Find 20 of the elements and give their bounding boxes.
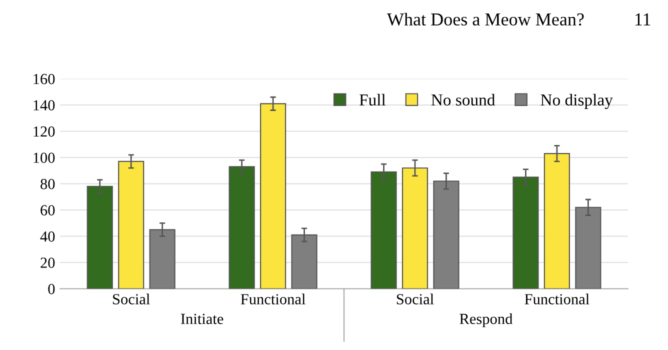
y-tick-label: 40 bbox=[40, 231, 55, 242]
text: Respond bbox=[460, 313, 513, 328]
text: 11 bbox=[636, 13, 650, 26]
y-tick-label: 0 bbox=[48, 284, 55, 294]
x-tick-label: Functional bbox=[524, 294, 590, 304]
y-tick-label: 80 bbox=[40, 178, 55, 190]
y-tick-label: 140 bbox=[34, 100, 55, 110]
text: What Does a Meow Mean? bbox=[386, 12, 584, 26]
x-tick-label: Social bbox=[396, 294, 434, 304]
legend-label: No display bbox=[540, 94, 613, 110]
x-tick-label: Functional bbox=[240, 294, 306, 304]
y-tick-label: 100 bbox=[34, 152, 55, 163]
y-tick-label: 160 bbox=[34, 74, 55, 84]
y-tick-label: 120 bbox=[34, 126, 55, 137]
text: Initiate bbox=[180, 314, 224, 324]
y-tick-label: 60 bbox=[40, 205, 55, 216]
legend-label: Full bbox=[360, 94, 386, 106]
legend-label: No sound bbox=[431, 94, 496, 106]
x-tick-label: Social bbox=[113, 294, 150, 304]
y-tick-label: 20 bbox=[40, 258, 55, 268]
